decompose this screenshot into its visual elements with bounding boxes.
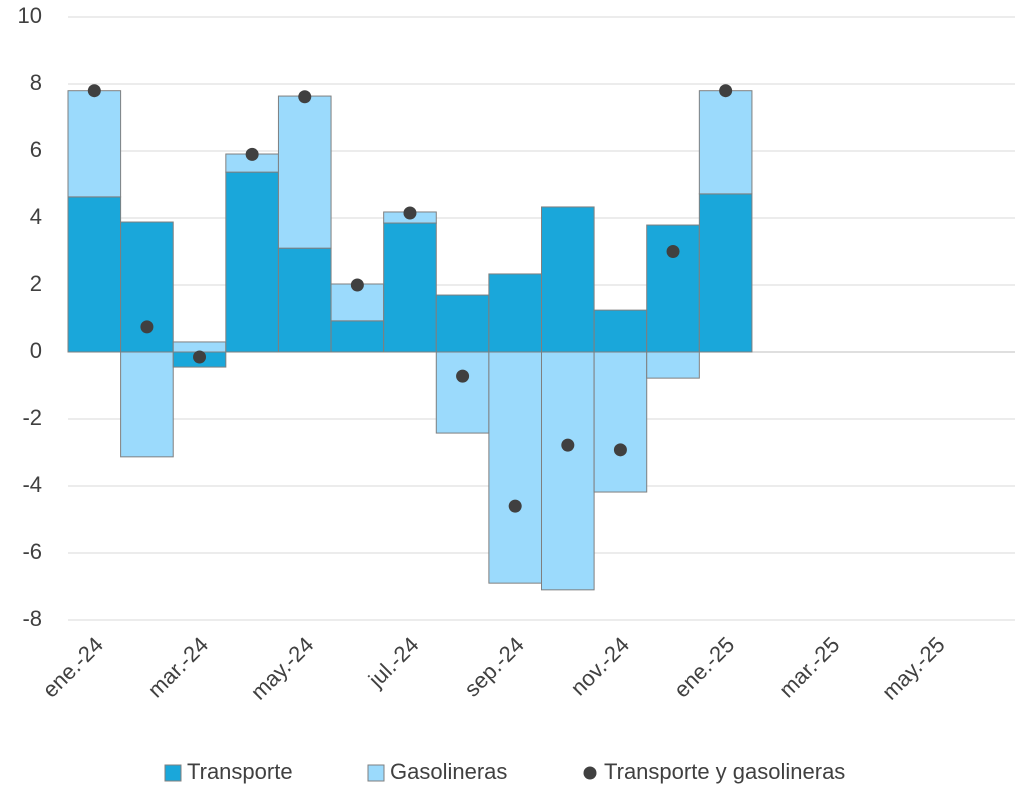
dot [298, 90, 312, 104]
y-tick-label: 0 [30, 338, 42, 363]
dot [719, 84, 733, 98]
bar [383, 222, 437, 353]
x-tick-label: may.-25 [877, 632, 950, 705]
dot [245, 147, 259, 161]
dot [87, 84, 101, 98]
y-tick-label: -8 [22, 606, 42, 631]
x-tick-label: jul.-24 [363, 632, 424, 693]
y-tick-label: 2 [30, 271, 42, 296]
dot [456, 369, 470, 383]
bar [541, 351, 595, 591]
x-tick-label: may.-24 [246, 632, 319, 705]
y-tick-label: 10 [18, 3, 42, 28]
bar [435, 351, 490, 434]
bar [646, 224, 700, 353]
bar [120, 351, 174, 458]
y-tick-label: 8 [30, 70, 42, 95]
legend-swatch [164, 764, 182, 782]
legend-label: Transporte y gasolineras [604, 759, 845, 784]
dot [350, 278, 364, 292]
bar [541, 206, 595, 353]
bar [67, 90, 122, 198]
bar [698, 90, 753, 195]
bar [277, 247, 332, 353]
y-tick-label: -6 [22, 539, 42, 564]
bar [225, 171, 279, 353]
bar [488, 273, 542, 353]
y-tick-label: 6 [30, 137, 42, 162]
dot [666, 245, 680, 258]
dot [140, 320, 154, 334]
bar [330, 320, 385, 353]
y-tick-label: 4 [30, 204, 42, 229]
bar [67, 196, 122, 353]
dot [561, 438, 575, 452]
legend-label: Transporte [187, 759, 293, 784]
x-tick-label: ene.-24 [38, 632, 108, 702]
bar [593, 351, 648, 493]
dot [613, 443, 627, 457]
y-tick-label: -2 [22, 405, 42, 430]
bar [277, 95, 332, 249]
y-tick-label: -4 [22, 472, 42, 497]
dot [508, 499, 522, 513]
bar [435, 294, 490, 353]
legend-label: Gasolineras [390, 759, 507, 784]
bar [646, 351, 700, 379]
bar [593, 309, 648, 353]
legend-swatch [583, 766, 597, 780]
dot [193, 350, 207, 364]
bar [172, 341, 227, 353]
dot [403, 206, 417, 220]
bar [698, 193, 753, 353]
legend-swatch [367, 764, 385, 782]
x-tick-label: ene.-25 [669, 632, 739, 702]
x-tick-label: nov.-24 [566, 632, 634, 700]
bar [488, 351, 542, 584]
x-tick-label: sep.-24 [459, 632, 529, 702]
x-tick-label: mar.-24 [143, 632, 213, 702]
x-tick-label: mar.-25 [774, 632, 844, 702]
